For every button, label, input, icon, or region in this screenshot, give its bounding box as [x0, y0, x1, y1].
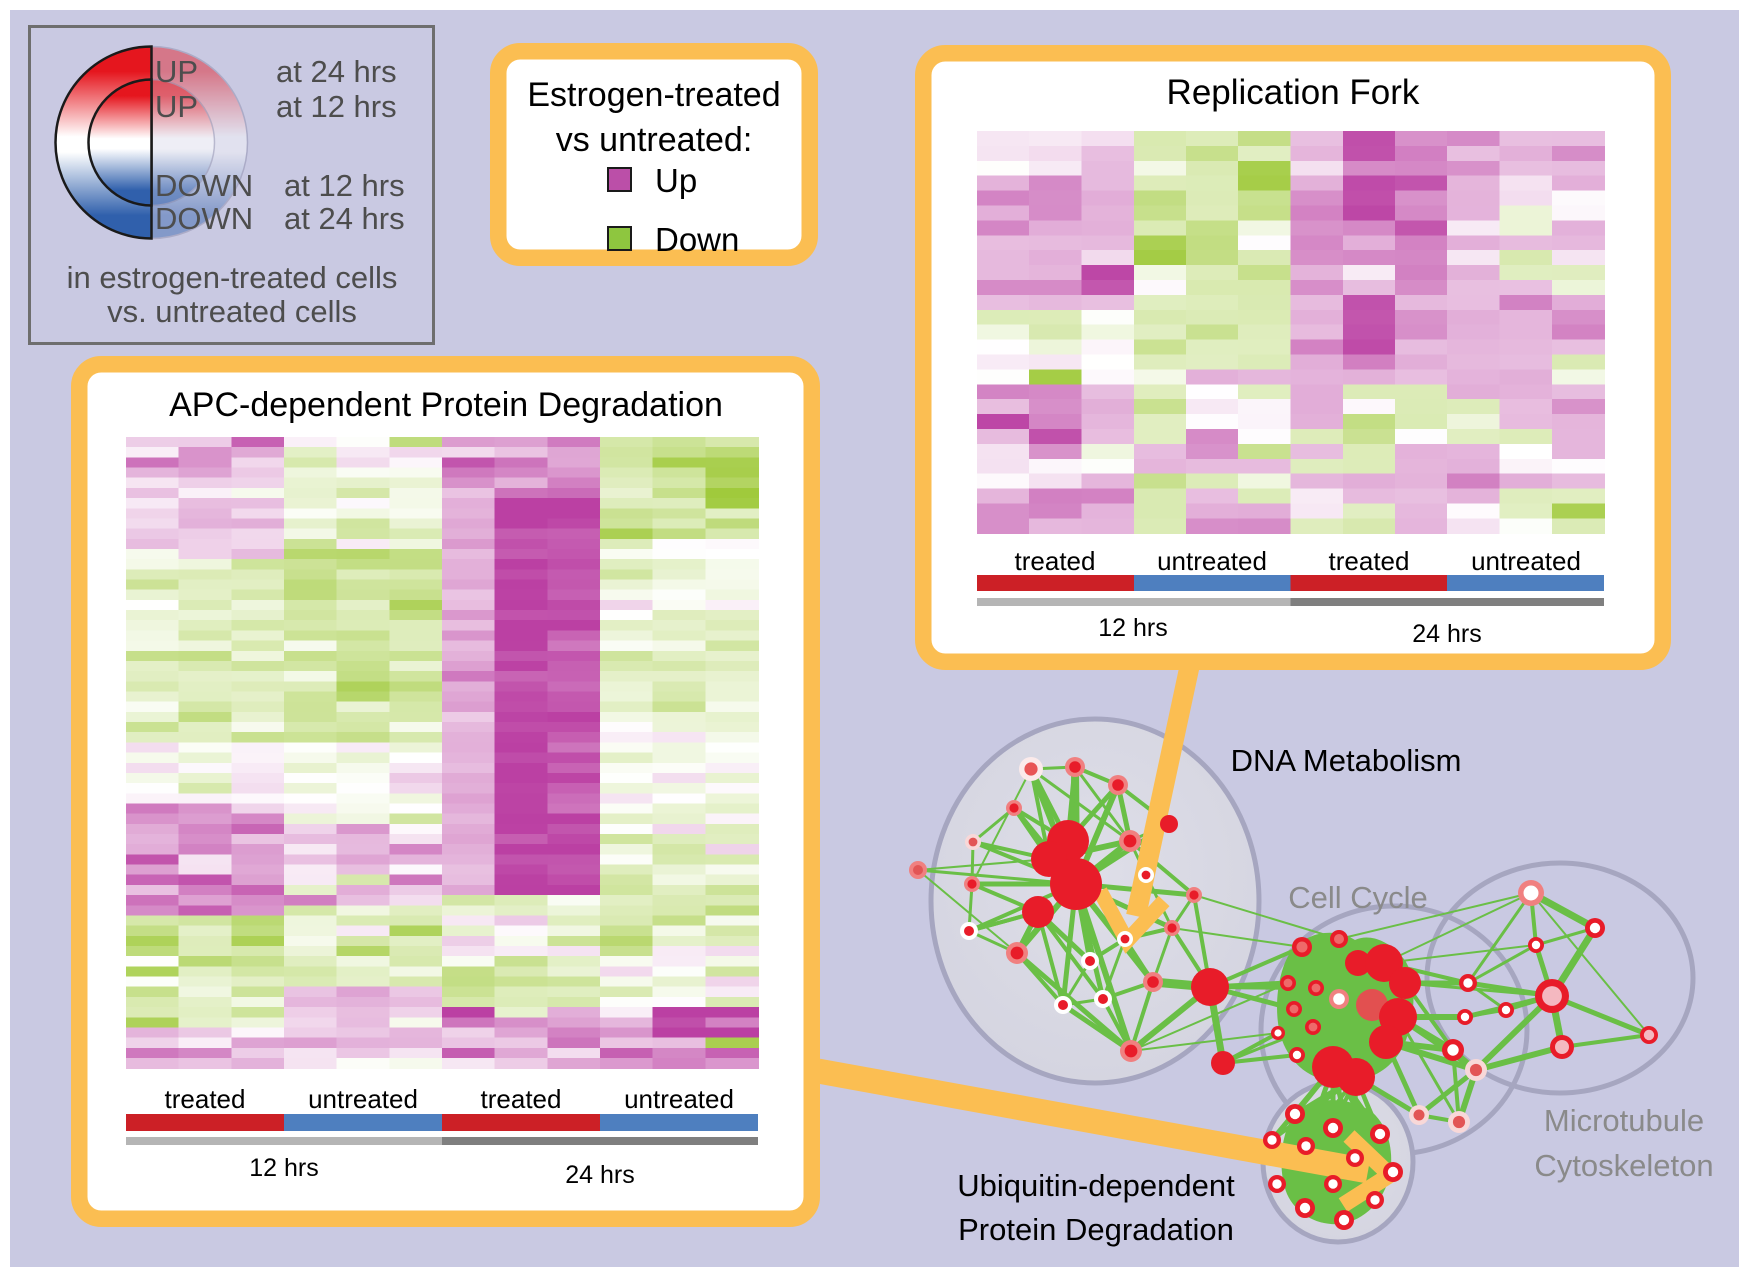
svg-text:UP: UP: [155, 54, 198, 89]
svg-text:Cytoskeleton: Cytoskeleton: [1534, 1148, 1713, 1183]
svg-text:UP: UP: [155, 89, 198, 124]
svg-text:DNA Metabolism: DNA Metabolism: [1231, 743, 1462, 778]
svg-text:Down: Down: [655, 221, 739, 258]
svg-text:Replication Fork: Replication Fork: [1167, 73, 1420, 112]
svg-text:Microtubule: Microtubule: [1544, 1103, 1704, 1138]
svg-text:at 24 hrs: at 24 hrs: [284, 201, 405, 236]
svg-text:treated: treated: [1015, 546, 1096, 576]
svg-text:DOWN: DOWN: [155, 201, 253, 236]
svg-text:Up: Up: [655, 162, 697, 199]
svg-text:in estrogen-treated cells: in estrogen-treated cells: [67, 260, 398, 295]
svg-text:untreated: untreated: [624, 1084, 734, 1114]
svg-text:Estrogen-treated: Estrogen-treated: [527, 76, 780, 114]
svg-text:12 hrs: 12 hrs: [249, 1154, 318, 1182]
svg-text:treated: treated: [481, 1084, 562, 1114]
svg-text:DOWN: DOWN: [155, 168, 253, 203]
svg-text:untreated: untreated: [1157, 546, 1267, 576]
svg-text:24 hrs: 24 hrs: [565, 1161, 634, 1189]
svg-text:vs untreated:: vs untreated:: [556, 121, 753, 159]
svg-text:Protein Degradation: Protein Degradation: [958, 1212, 1234, 1247]
svg-text:APC-dependent Protein Degradat: APC-dependent Protein Degradation: [169, 386, 723, 424]
svg-text:Cell Cycle: Cell Cycle: [1288, 880, 1428, 915]
svg-text:24 hrs: 24 hrs: [1412, 620, 1481, 648]
svg-text:Ubiquitin-dependent: Ubiquitin-dependent: [957, 1168, 1235, 1203]
svg-text:untreated: untreated: [1471, 546, 1581, 576]
svg-text:treated: treated: [1329, 546, 1410, 576]
svg-text:at 24 hrs: at 24 hrs: [276, 54, 397, 89]
svg-text:treated: treated: [165, 1084, 246, 1114]
svg-text:at 12 hrs: at 12 hrs: [284, 168, 405, 203]
svg-text:untreated: untreated: [308, 1084, 418, 1114]
svg-text:12 hrs: 12 hrs: [1098, 614, 1167, 642]
svg-text:at 12 hrs: at 12 hrs: [276, 89, 397, 124]
svg-text:vs. untreated cells: vs. untreated cells: [107, 294, 357, 329]
